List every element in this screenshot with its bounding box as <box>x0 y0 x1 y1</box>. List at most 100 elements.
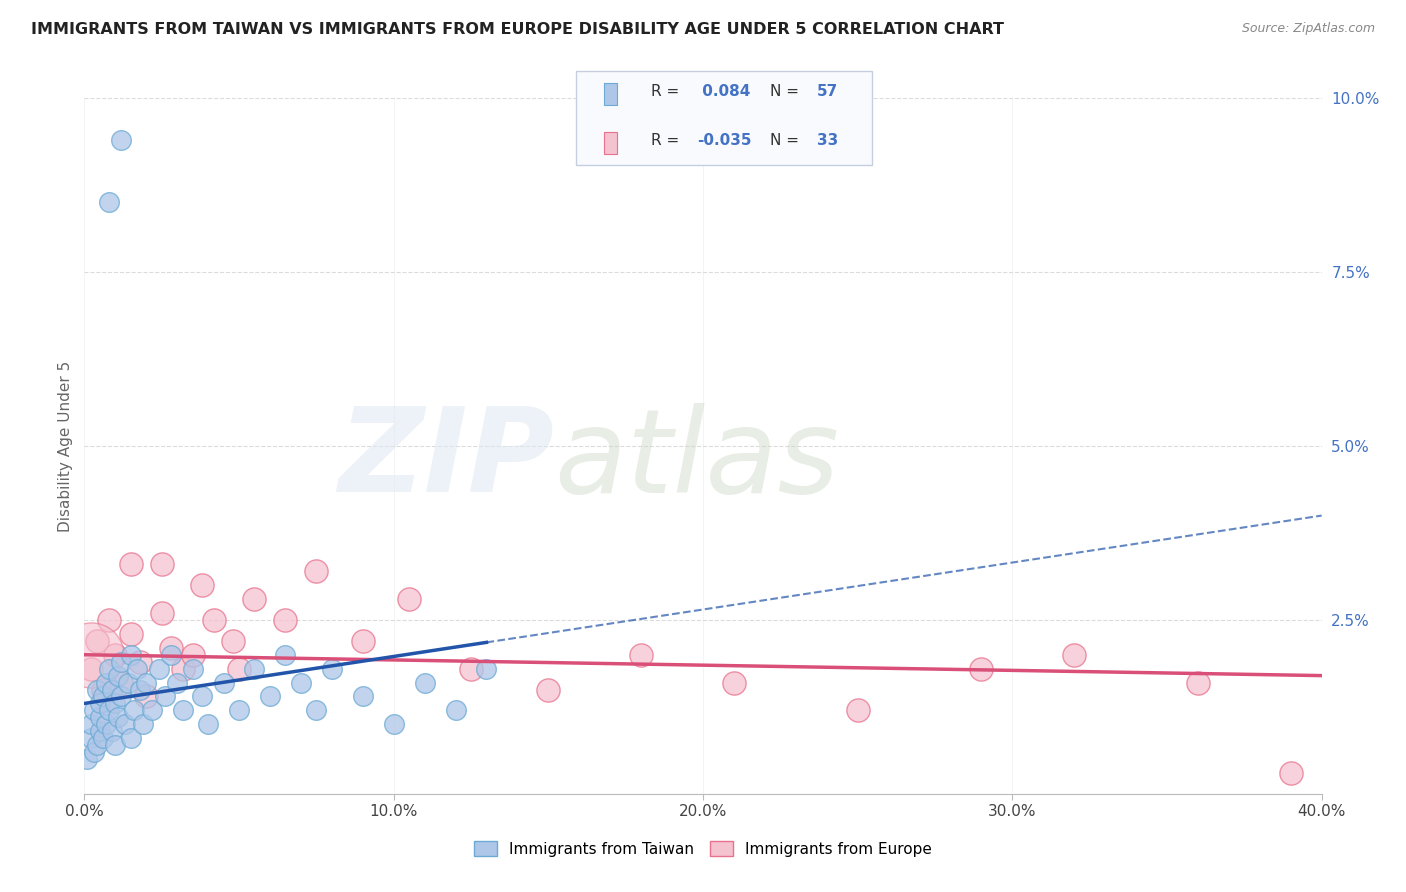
Point <box>79 731 101 746</box>
Point <box>86 738 108 752</box>
Point <box>83 745 105 759</box>
Point <box>153 690 176 704</box>
Point <box>79 648 101 662</box>
Point <box>537 682 560 697</box>
Point <box>352 633 374 648</box>
Point <box>259 690 281 704</box>
Point <box>321 662 343 676</box>
Point <box>191 690 214 704</box>
Point <box>181 648 204 662</box>
Point <box>172 662 194 676</box>
Point <box>148 662 170 676</box>
Point <box>89 710 111 724</box>
Point <box>305 564 328 578</box>
Text: N =: N = <box>770 85 804 99</box>
Text: Source: ZipAtlas.com: Source: ZipAtlas.com <box>1241 22 1375 36</box>
Point <box>129 655 152 669</box>
Point <box>122 703 145 717</box>
Point <box>274 648 297 662</box>
Point <box>228 662 250 676</box>
Point <box>398 592 420 607</box>
Point <box>630 648 652 662</box>
Y-axis label: Disability Age Under 5: Disability Age Under 5 <box>58 360 73 532</box>
Point <box>110 655 132 669</box>
Text: N =: N = <box>770 134 804 148</box>
Point <box>94 675 117 690</box>
Point <box>117 675 139 690</box>
Point <box>104 697 127 711</box>
Point <box>274 613 297 627</box>
Point <box>460 662 482 676</box>
Point <box>197 717 219 731</box>
Point <box>970 662 993 676</box>
Point <box>98 703 121 717</box>
Point <box>475 662 498 676</box>
Point <box>150 558 173 572</box>
Point <box>846 703 869 717</box>
Point <box>150 606 173 620</box>
Point <box>135 690 157 704</box>
Point <box>89 724 111 739</box>
Point <box>114 717 136 731</box>
Point <box>444 703 467 717</box>
Point <box>94 717 117 731</box>
Text: -0.035: -0.035 <box>697 134 752 148</box>
Point <box>132 717 155 731</box>
Point <box>191 578 214 592</box>
Point <box>120 627 142 641</box>
Point <box>212 675 235 690</box>
Point <box>160 640 183 655</box>
Point <box>98 195 121 210</box>
Point <box>305 703 328 717</box>
Point <box>86 682 108 697</box>
Point <box>1187 675 1209 690</box>
Point <box>101 682 124 697</box>
Point <box>202 613 225 627</box>
Point <box>120 648 142 662</box>
Text: R =: R = <box>651 85 685 99</box>
Point <box>382 717 405 731</box>
Point <box>110 690 132 704</box>
Point <box>91 731 114 746</box>
Text: R =: R = <box>651 134 685 148</box>
Point <box>120 558 142 572</box>
Point <box>98 613 121 627</box>
Point <box>79 717 101 731</box>
Point <box>91 682 114 697</box>
Text: 57: 57 <box>817 85 838 99</box>
Point <box>129 682 152 697</box>
Point <box>243 662 266 676</box>
Point <box>243 592 266 607</box>
Point <box>110 675 132 690</box>
Point <box>228 703 250 717</box>
Point <box>91 690 114 704</box>
Point <box>290 675 312 690</box>
Point <box>181 662 204 676</box>
Point <box>1279 766 1302 780</box>
Point <box>172 703 194 717</box>
Point <box>352 690 374 704</box>
Point <box>160 648 183 662</box>
Point <box>86 633 108 648</box>
Text: ZIP: ZIP <box>339 402 554 517</box>
Point <box>79 662 101 676</box>
Point <box>104 648 127 662</box>
Point <box>107 710 129 724</box>
Point <box>125 662 148 676</box>
Point <box>413 675 436 690</box>
Point <box>166 675 188 690</box>
Point <box>76 752 98 766</box>
Point <box>98 662 121 676</box>
Point <box>104 738 127 752</box>
Text: atlas: atlas <box>554 403 839 517</box>
Point <box>89 697 111 711</box>
Text: 33: 33 <box>817 134 838 148</box>
Legend: Immigrants from Taiwan, Immigrants from Europe: Immigrants from Taiwan, Immigrants from … <box>468 835 938 863</box>
Text: 0.084: 0.084 <box>697 85 751 99</box>
Point <box>1063 648 1085 662</box>
Point <box>107 668 129 682</box>
Text: IMMIGRANTS FROM TAIWAN VS IMMIGRANTS FROM EUROPE DISABILITY AGE UNDER 5 CORRELAT: IMMIGRANTS FROM TAIWAN VS IMMIGRANTS FRO… <box>31 22 1004 37</box>
Point <box>83 703 105 717</box>
Point <box>120 731 142 746</box>
Point <box>141 703 163 717</box>
